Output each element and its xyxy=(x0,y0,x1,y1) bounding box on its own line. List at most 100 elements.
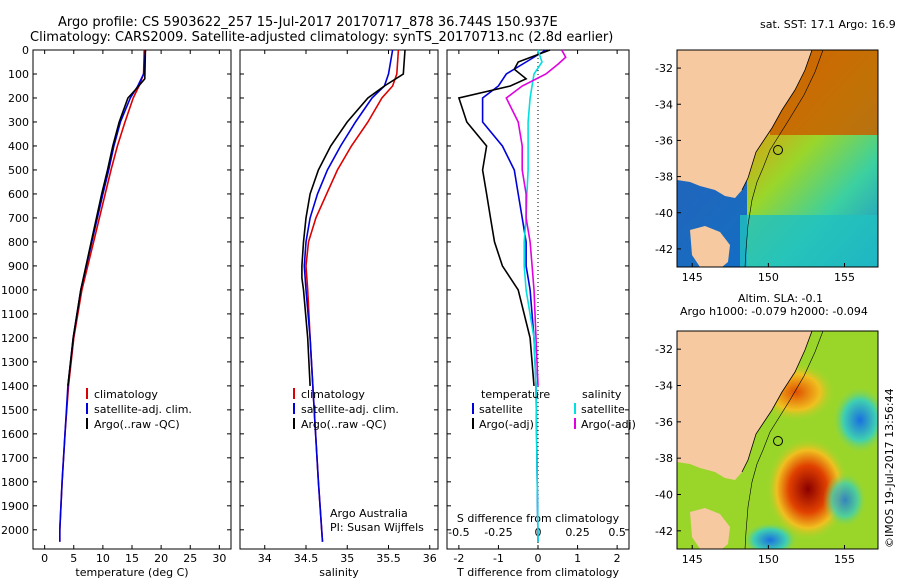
x-tick-label: 10 xyxy=(96,552,110,565)
lat-tick-label: -38 xyxy=(655,171,673,184)
lat-tick-label: -42 xyxy=(655,243,673,256)
sst-land-mainland xyxy=(677,50,812,198)
depth-tick-label: 200 xyxy=(8,92,29,105)
sla-land-mainland xyxy=(677,331,812,480)
x-tick-label: 35 xyxy=(340,552,354,565)
depth-tick-label: 1300 xyxy=(1,356,29,369)
lat-tick-label: -34 xyxy=(655,98,673,111)
depth-tick-label: 1000 xyxy=(1,284,29,297)
sst-map-frame xyxy=(676,49,879,268)
depth-tick-label: 900 xyxy=(8,260,29,273)
salinity-profile-panel: 34 34.5 35 35.5 36 salinity climatology satelli… xyxy=(239,49,439,579)
depth-tick-label: 1100 xyxy=(1,308,29,321)
depth-tick-label: 1500 xyxy=(1,404,29,417)
series-line-satellite-adj-clim- xyxy=(303,49,394,542)
x-tick-label: 5 xyxy=(70,552,77,565)
figure-title-line2: Climatology: CARS2009. Satellite-adjuste… xyxy=(30,30,614,45)
s-tick-label: 0.25 xyxy=(565,526,590,539)
x-tick-label: 0 xyxy=(535,552,542,565)
series-line-climatology xyxy=(305,49,400,542)
depth-tick-label: 0 xyxy=(22,44,29,57)
difference-profile-xlabel: T difference from climatology xyxy=(456,566,619,579)
legend-label: satellite xyxy=(479,403,523,416)
series-line-climatology xyxy=(58,49,145,542)
temperature-profile-xlabel: temperature (deg C) xyxy=(75,566,188,579)
x-tick-label: 1 xyxy=(574,552,581,565)
sla-cold-eddy-east xyxy=(832,386,878,454)
series-line-salinity-satellite xyxy=(523,49,543,542)
temperature-profile-panel: 0100200300400500600700800900100011001200… xyxy=(1,44,232,579)
depth-tick-label: 600 xyxy=(8,188,29,201)
x-tick-label: 35.5 xyxy=(376,552,401,565)
series-line-argo-raw-qc- xyxy=(67,49,147,386)
x-tick-label: 34.5 xyxy=(294,552,319,565)
lat-tick-label: -34 xyxy=(655,380,673,393)
lat-tick-label: -40 xyxy=(655,489,673,502)
lat-tick-label: -42 xyxy=(655,525,673,538)
s-tick-label: 0.5 xyxy=(608,526,626,539)
sla-map-title-2: Argo h1000: -0.079 h2000: -0.094 xyxy=(680,305,868,318)
depth-tick-label: 1700 xyxy=(1,452,29,465)
annotation-text: PI: Susan Wijffels xyxy=(330,521,424,534)
depth-tick-label: 1400 xyxy=(1,380,29,393)
depth-tick-label: 300 xyxy=(8,116,29,129)
depth-tick-label: 1600 xyxy=(1,428,29,441)
legend-label: Argo(..raw -QC) xyxy=(301,418,387,431)
lon-tick-label: 150 xyxy=(758,553,779,566)
depth-tick-label: 100 xyxy=(8,68,29,81)
legend-label: Argo(-adj) xyxy=(581,418,636,431)
sst-land-tasmania xyxy=(690,226,730,267)
sla-isobath xyxy=(744,331,824,549)
lon-tick-label: 145 xyxy=(682,271,703,284)
sla-map-title-1: Altim. SLA: -0.1 xyxy=(738,292,823,305)
sst-isobath xyxy=(744,50,824,267)
sst-cool-region xyxy=(740,215,878,267)
s-tick-label: -0.5 xyxy=(448,526,469,539)
lon-tick-label: 155 xyxy=(834,271,855,284)
x-tick-label: 0 xyxy=(41,552,48,565)
lat-tick-label: -32 xyxy=(655,62,673,75)
sla-land-tasmania xyxy=(690,508,730,549)
depth-tick-label: 800 xyxy=(8,236,29,249)
s-tick-label: -0.25 xyxy=(484,526,512,539)
salinity-profile-xlabel: salinity xyxy=(319,566,359,579)
x-tick-label: 20 xyxy=(154,552,168,565)
x-tick-label: 2 xyxy=(614,552,621,565)
series-line-satellite-adj-clim- xyxy=(58,49,147,542)
sst-coastline xyxy=(741,50,813,191)
annotation-text: Argo Australia xyxy=(330,507,408,520)
legend-label: climatology xyxy=(301,388,365,401)
x-tick-label: 34 xyxy=(258,552,272,565)
legend-label: Argo(-adj) xyxy=(479,418,534,431)
sla-cold-eddy-se xyxy=(823,472,867,528)
x-tick-label: 15 xyxy=(125,552,139,565)
sst-map xyxy=(677,50,878,267)
series-line-argo-raw-qc- xyxy=(301,49,406,386)
depth-tick-label: 1800 xyxy=(1,476,29,489)
series-line-temperature-satellite xyxy=(481,49,547,542)
figure-title-line1: Argo profile: CS 5903622_257 15-Jul-2017… xyxy=(58,15,558,30)
sst-float-marker xyxy=(773,145,783,155)
sla-coastline xyxy=(741,331,813,473)
legend-salinity-title: salinity xyxy=(582,388,622,401)
legend-label: satellite-adj. clim. xyxy=(94,403,192,416)
imos-credit: ©IMOS 19-Jul-2017 13:56:44 xyxy=(883,388,896,548)
lat-tick-label: -40 xyxy=(655,207,673,220)
sla-map xyxy=(677,331,878,549)
legend-label: Argo(..raw -QC) xyxy=(94,418,180,431)
difference-profile-panel: -2 -1 0 1 2T difference from climatology -0.5… xyxy=(446,49,636,579)
legend-label: climatology xyxy=(94,388,158,401)
depth-tick-label: 400 xyxy=(8,140,29,153)
legend-label: satellite-adj. clim. xyxy=(301,403,399,416)
x-tick-label: -2 xyxy=(453,552,464,565)
depth-tick-label: 500 xyxy=(8,164,29,177)
lon-tick-label: 145 xyxy=(682,553,703,566)
x-tick-label: 25 xyxy=(183,552,197,565)
depth-tick-label: 1900 xyxy=(1,500,29,513)
lat-tick-label: -36 xyxy=(655,416,673,429)
lat-tick-label: -36 xyxy=(655,134,673,147)
depth-tick-label: 1200 xyxy=(1,332,29,345)
lat-tick-label: -32 xyxy=(655,343,673,356)
legend-label: satellite xyxy=(581,403,625,416)
